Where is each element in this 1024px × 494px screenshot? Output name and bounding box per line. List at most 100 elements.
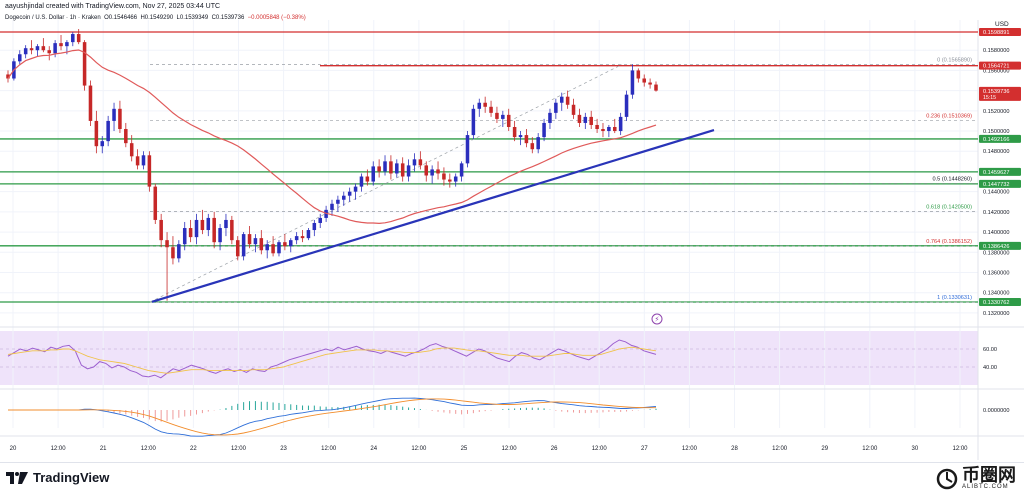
candle-body — [565, 96, 570, 105]
candle-body — [35, 46, 40, 51]
price-tag-text: 0.1330762 — [983, 300, 1009, 306]
price-chart[interactable]: 0 (0.1565890) 0.236 (0.1510369) 0.5 (0.144… — [0, 0, 1024, 462]
candle-body — [159, 219, 163, 241]
price-tag-countdown: 15:15 — [983, 95, 996, 101]
candle-body — [501, 114, 505, 119]
macd-line — [8, 397, 657, 437]
candle-body — [312, 222, 317, 231]
time-tick-label: 26 — [551, 446, 558, 452]
watermark: 币圈网 ALIBTC.COM — [936, 466, 1016, 490]
candle-body — [265, 244, 269, 251]
price-tick-label: 0.1380000 — [983, 250, 1009, 256]
change-value: −0.0005848 (−0.38%) — [247, 15, 306, 21]
candle-body — [59, 43, 63, 47]
candle-body — [495, 112, 499, 119]
currency-label: USD — [995, 21, 1009, 28]
candle-body — [618, 116, 623, 132]
candle-body — [124, 129, 128, 144]
candle-body — [459, 163, 464, 177]
candle-body — [336, 199, 340, 204]
price-tag — [979, 28, 1021, 37]
time-tick-label: 12:00 — [862, 446, 878, 452]
low-value: 0.1539349 — [179, 15, 209, 21]
candle-body — [518, 135, 523, 138]
candle-body — [218, 228, 222, 243]
candle-body — [6, 74, 10, 79]
price-tick-label: 0.1360000 — [983, 270, 1009, 276]
low-label: L — [176, 15, 180, 21]
fib-label: 0.236 (0.1510369) — [926, 114, 972, 120]
candle-body — [548, 112, 552, 123]
symbol-ohlc-legend: Dogecoin / U.S. Dollar · 1h · Kraken O 0.… — [5, 15, 306, 21]
candle-body — [430, 169, 434, 176]
open-label: O — [104, 15, 109, 21]
candle-body — [542, 122, 546, 138]
candle-body — [288, 240, 293, 247]
candle-body — [424, 165, 429, 176]
candle-body — [71, 34, 75, 43]
candle-body — [377, 166, 381, 172]
candle-body — [318, 217, 322, 223]
candle-body — [406, 165, 411, 177]
candle-body — [612, 126, 617, 132]
candle-body — [241, 234, 246, 257]
candle-body — [135, 156, 140, 166]
time-tick-label: 12:00 — [772, 446, 788, 452]
candle-body — [306, 230, 311, 239]
rsi-line — [7, 339, 657, 379]
price-tick-label: 0.1500000 — [983, 129, 1009, 135]
candle-body — [224, 219, 228, 229]
candle-body — [235, 240, 240, 257]
candle-body — [129, 143, 134, 157]
time-tick-label: 12:00 — [231, 446, 247, 452]
macd-zero-label: 0.0000000 — [983, 408, 1009, 414]
price-tick-label: 0.1440000 — [983, 190, 1009, 196]
candle-body — [624, 94, 629, 117]
watermark-logo-icon — [936, 468, 958, 490]
candle-body — [230, 219, 234, 241]
fib-label: 1 (0.1330631) — [937, 295, 972, 301]
watermark-subtitle: ALIBTC.COM — [962, 484, 1009, 490]
time-tick-label: 12:00 — [952, 446, 968, 452]
candle-body — [283, 242, 287, 247]
candle-body — [353, 186, 358, 192]
candle-body — [65, 42, 69, 47]
candle-body — [18, 54, 22, 62]
candle-body — [471, 108, 476, 136]
price-tag — [979, 134, 1021, 143]
price-tag — [979, 179, 1021, 188]
price-tag-text: 0.1539736 — [983, 89, 1009, 95]
time-tick-label: 21 — [100, 446, 107, 452]
rsi-tick-label: 40.00 — [983, 365, 997, 371]
high-value: 0.1549290 — [144, 15, 174, 21]
fib-label: 0.5 (0.1448260) — [933, 176, 973, 182]
tradingview-logo[interactable]: TradingView — [6, 470, 109, 485]
fib-label: 0 (0.1565890) — [937, 57, 972, 63]
candle-body — [607, 126, 611, 132]
candle-body — [489, 106, 493, 113]
candle-body — [400, 163, 405, 177]
candle-body — [418, 159, 423, 166]
price-tick-label: 0.1560000 — [983, 68, 1009, 74]
candle-body — [112, 108, 116, 121]
candle-body — [100, 141, 105, 147]
time-tick-label: 23 — [280, 446, 287, 452]
watermark-title: 币圈网 — [962, 465, 1016, 485]
candle-body — [483, 102, 487, 107]
alert-icon — [651, 313, 663, 325]
tradingview-logo-icon — [6, 471, 28, 484]
macd-signal-line — [8, 398, 656, 436]
candle-body — [559, 96, 564, 103]
price-tick-label: 0.1320000 — [983, 311, 1009, 317]
time-tick-label: 20 — [10, 446, 17, 452]
candle-body — [342, 195, 346, 200]
symbol-name[interactable]: Dogecoin / U.S. Dollar · 1h · Kraken — [5, 15, 101, 21]
candle-body — [23, 48, 28, 55]
candle-body — [165, 240, 169, 248]
chart-credit: aayushjindal created with TradingView.co… — [5, 3, 221, 10]
candle-body — [94, 120, 99, 147]
time-tick-label: 24 — [370, 446, 377, 452]
candle-body — [601, 129, 605, 132]
candle-body — [212, 217, 216, 243]
price-tag — [979, 241, 1021, 250]
